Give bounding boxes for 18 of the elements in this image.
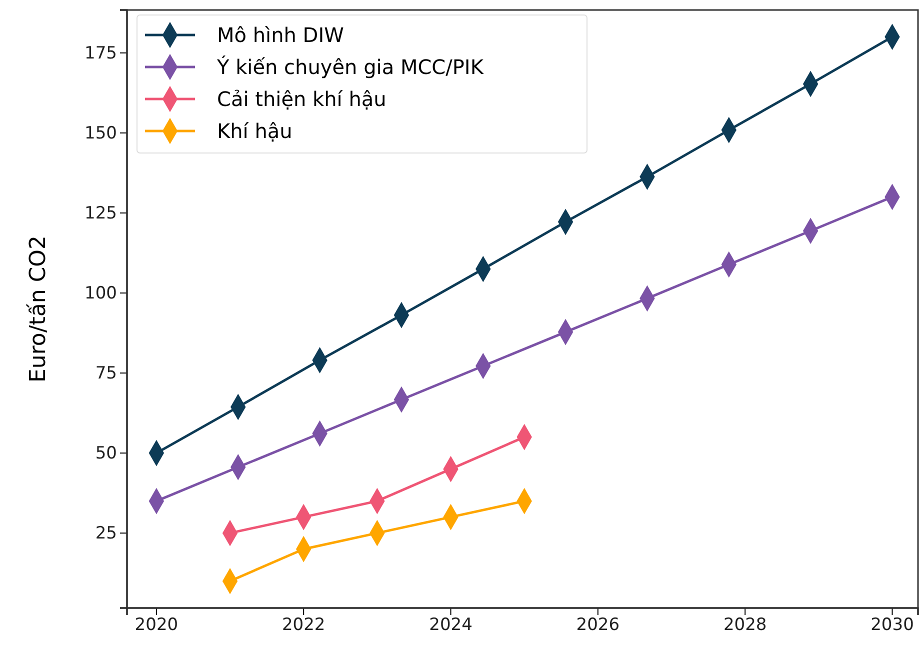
- y-tick-label: 125: [84, 203, 117, 224]
- y-tick-label: 150: [84, 123, 117, 144]
- legend-label: Khí hậu: [217, 119, 292, 143]
- y-axis-title: Euro/tấn CO2: [26, 236, 51, 382]
- x-tick-label: 2026: [576, 615, 620, 636]
- y-tick-label: 100: [84, 283, 117, 304]
- x-tick-label: 2020: [134, 615, 178, 636]
- y-tick-label: 75: [95, 363, 117, 384]
- x-tick-label: 2022: [282, 615, 326, 636]
- legend-label: Cải thiện khí hậu: [217, 87, 386, 111]
- legend-label: Ý kiến chuyên gia MCC/PIK: [216, 55, 484, 79]
- y-tick-label: 175: [84, 43, 117, 64]
- x-tick-label: 2024: [429, 615, 472, 636]
- x-tick-label: 2030: [870, 615, 914, 636]
- y-tick-label: 25: [95, 524, 117, 544]
- x-tick-label: 2028: [723, 615, 767, 636]
- legend-label: Mô hình DIW: [217, 23, 344, 47]
- y-tick-label: 50: [95, 444, 117, 464]
